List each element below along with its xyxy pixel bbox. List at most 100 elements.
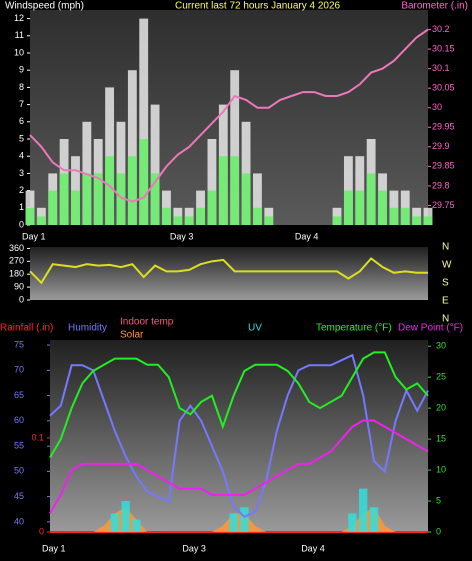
bar — [348, 513, 357, 532]
y3-tick-label: 0 — [39, 526, 44, 536]
bar — [207, 139, 217, 225]
bar — [423, 216, 433, 225]
y-tick-label: 1 — [19, 202, 24, 212]
bar — [241, 173, 251, 225]
bar — [230, 156, 240, 225]
y-tick-label: 270 — [9, 256, 24, 266]
y2-tick-label: 30.05 — [432, 83, 455, 93]
legend-uv: UV — [248, 323, 262, 334]
bar — [355, 190, 365, 225]
y-tick-label: 6 — [19, 116, 24, 126]
bar — [218, 156, 228, 225]
bar — [173, 216, 183, 225]
panel-climate — [50, 340, 428, 532]
bar — [162, 207, 171, 225]
y2-tick-label: 30.1 — [432, 63, 450, 73]
bar — [105, 156, 115, 225]
y2-tick-label: 29.85 — [432, 161, 455, 171]
bar — [264, 216, 274, 225]
y2-tick-label: 20 — [436, 403, 446, 413]
y-tick-label: 90 — [14, 281, 24, 291]
bar — [369, 507, 379, 532]
bar — [48, 190, 58, 225]
legend-temperature: Temperature (°F) — [316, 323, 392, 334]
x-tick-label: Day 1 — [22, 231, 46, 241]
y2-tick-label: 29.75 — [432, 200, 455, 210]
bar — [229, 513, 238, 532]
y2-tick-label: 29.95 — [432, 122, 455, 132]
y2-tick-label: 30 — [432, 102, 442, 112]
y-tick-label: 9 — [19, 65, 24, 75]
legend-humidity: Humidity — [68, 323, 107, 334]
y-tick-label: 4 — [19, 151, 24, 161]
y-tick-label: 7 — [19, 99, 24, 109]
bar — [412, 216, 422, 225]
y2-tick-label: 30.15 — [432, 43, 455, 53]
y2-label: Barometer (.in) — [401, 1, 468, 12]
y2-tick-label: 5 — [436, 495, 441, 505]
y2-tick-label: 10 — [436, 464, 446, 474]
y-tick-label: 8 — [19, 82, 24, 92]
area — [50, 507, 428, 532]
bar — [71, 190, 80, 225]
bar — [207, 190, 217, 225]
line — [49, 353, 429, 519]
y2-tick-label: 0 — [436, 526, 441, 536]
bar — [132, 519, 141, 532]
bar — [139, 139, 149, 225]
bar — [139, 18, 149, 225]
bar — [36, 216, 46, 225]
y-tick-label: 5 — [19, 133, 24, 143]
y-tick-label: 55 — [14, 440, 24, 450]
bar — [121, 501, 130, 532]
y-label: Windspeed (mph) — [5, 1, 84, 12]
bar — [127, 156, 137, 225]
line — [29, 257, 428, 285]
x-tick-label: Day 4 — [301, 543, 325, 553]
compass-label: E — [442, 296, 449, 307]
legend-rain: Rainfall (.in) — [0, 323, 53, 334]
legend-dewpoint: Dew Point (°F) — [398, 323, 463, 334]
x-tick-label: Day 3 — [182, 543, 206, 553]
bar — [82, 173, 92, 225]
y-tick-label: 180 — [9, 269, 24, 279]
y2-tick-label: 25 — [436, 372, 446, 382]
panel-direction — [30, 247, 428, 300]
bar — [230, 70, 240, 225]
bar — [59, 173, 69, 225]
y2-tick-label: 29.9 — [432, 141, 450, 151]
bar — [196, 207, 205, 225]
y2-tick-label: 29.8 — [432, 180, 450, 190]
y-tick-label: 0 — [19, 294, 24, 304]
bar — [240, 507, 249, 532]
bar — [343, 190, 353, 225]
y-tick-label: 60 — [14, 415, 24, 425]
bar — [389, 207, 399, 225]
bar — [150, 173, 160, 225]
y-tick-label: 75 — [14, 339, 24, 349]
compass-label: N — [442, 314, 449, 325]
y-tick-label: 12 — [14, 13, 24, 23]
y-tick-label: 10 — [14, 47, 24, 57]
compass-label: W — [442, 260, 452, 271]
bar — [366, 173, 376, 225]
bar — [400, 207, 410, 225]
y3-tick-label: 0.1 — [31, 432, 44, 442]
x-tick-label: Day 1 — [42, 543, 66, 553]
chart-title: Current last 72 hours January 4 2026 — [175, 1, 341, 12]
y2-tick-label: 15 — [436, 433, 446, 443]
bar — [150, 104, 160, 225]
bar — [93, 173, 103, 225]
line — [49, 351, 429, 459]
bar — [359, 488, 368, 532]
bar — [184, 216, 194, 225]
x-tick-label: Day 4 — [295, 231, 319, 241]
y-tick-label: 45 — [14, 491, 24, 501]
y-tick-label: 2 — [19, 185, 24, 195]
bar — [116, 173, 126, 225]
compass-label: N — [442, 242, 449, 253]
y-tick-label: 40 — [14, 516, 24, 526]
x-tick-label: Day 3 — [170, 231, 194, 241]
y-tick-label: 11 — [15, 30, 24, 40]
